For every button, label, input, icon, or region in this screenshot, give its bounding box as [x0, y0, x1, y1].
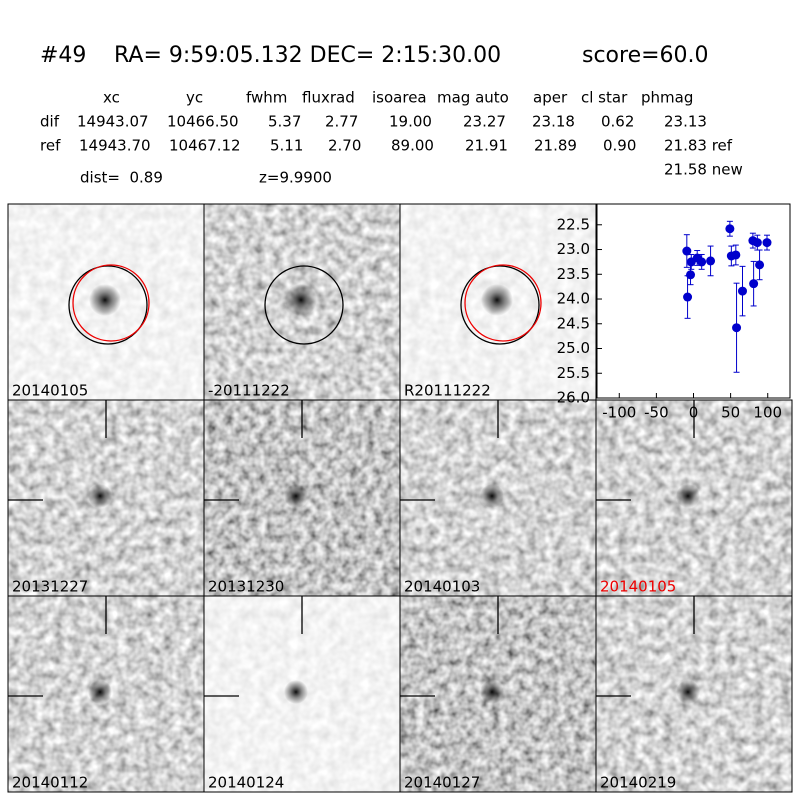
column-header: phmag: [641, 89, 693, 107]
table-cell: 0.90: [603, 137, 636, 155]
column-header: xc: [103, 89, 120, 107]
column-header: mag auto: [437, 89, 509, 107]
aperture: [68, 265, 148, 345]
aperture-ref: [72, 264, 150, 342]
x-tick-label: 0: [689, 404, 699, 422]
source: [676, 680, 700, 704]
point: [682, 246, 692, 256]
point: [749, 279, 759, 289]
point: [697, 257, 707, 267]
image-label: 20131227: [12, 578, 88, 596]
y-tick-label: 26.0: [557, 389, 590, 407]
aperture: [460, 265, 540, 345]
plot-bg: [596, 203, 791, 399]
column-header: fwhm: [246, 89, 287, 107]
table-cell: 21.89: [534, 137, 577, 155]
image-grid: 20140105 -20111222 R20111222 20131227 201312…: [7, 203, 793, 793]
point: [752, 238, 762, 248]
score: score=60.0: [582, 43, 709, 68]
image-frame: [595, 595, 793, 793]
image-label: 20140105: [600, 578, 676, 596]
image-label: 20131230: [208, 578, 284, 596]
image-label: 20140105: [12, 382, 88, 400]
candidate-id: #49: [40, 43, 86, 68]
new-mag: 21.58 new: [664, 161, 743, 179]
y-tick-label: 25.0: [557, 339, 590, 357]
image-label: 20140103: [404, 578, 480, 596]
table-cell: 14943.70: [79, 137, 151, 155]
source: [480, 484, 504, 508]
table-cell: 19.00: [389, 113, 432, 131]
source: [88, 680, 112, 704]
image-label: 20140127: [404, 774, 480, 792]
y-tick-label: 25.5: [557, 364, 590, 382]
y-tick-label: 23.5: [557, 265, 590, 283]
x-tick-label: 50: [721, 404, 740, 422]
source: [284, 484, 308, 508]
image-label: 20140219: [600, 774, 676, 792]
table-cell: ref: [40, 137, 61, 155]
source: [676, 484, 700, 508]
source: [88, 484, 112, 508]
y-tick-label: 22.5: [557, 215, 590, 233]
point: [683, 292, 693, 302]
table-cell: 14943.07: [77, 113, 149, 131]
table-cell: 2.77: [325, 113, 358, 131]
point: [732, 323, 742, 333]
table-cell: dif: [40, 113, 60, 131]
x-tick-label: -100: [602, 404, 636, 422]
table-cell: 10466.50: [167, 113, 239, 131]
point: [706, 256, 716, 266]
image-label: 20140124: [208, 774, 284, 792]
table-cell: 5.37: [268, 113, 301, 131]
table-cell: 21.91: [465, 137, 508, 155]
source: [284, 680, 308, 704]
table-cell: 21.83 ref: [664, 137, 733, 155]
source: [285, 284, 317, 316]
table-cell: 23.18: [532, 113, 575, 131]
source: [89, 284, 121, 316]
point: [737, 286, 747, 296]
column-header: yc: [186, 89, 203, 107]
table-cell: 2.70: [328, 137, 361, 155]
dist: dist= 0.89: [80, 169, 163, 187]
y-tick-label: 23.0: [557, 240, 590, 258]
source: [481, 284, 513, 316]
table-cell: 23.27: [463, 113, 506, 131]
column-header: cl star: [581, 89, 628, 107]
point: [725, 224, 735, 234]
z: z=9.9900: [259, 169, 332, 187]
column-header: fluxrad: [302, 89, 355, 107]
column-header: isoarea: [372, 89, 427, 107]
coords: RA= 9:59:05.132 DEC= 2:15:30.00: [114, 43, 501, 68]
aperture-ref: [464, 264, 542, 342]
source: [480, 680, 504, 704]
point: [755, 260, 765, 270]
column-header: aper: [533, 89, 568, 107]
point: [686, 270, 696, 280]
y-tick-label: 24.0: [557, 290, 590, 308]
y-tick-label: 24.5: [557, 314, 590, 332]
image-label: -20111222: [208, 382, 290, 400]
table-cell: 10467.12: [169, 137, 241, 155]
x-tick-label: 100: [753, 404, 782, 422]
table-cell: 23.13: [664, 113, 707, 131]
image-label: R20111222: [404, 382, 491, 400]
table-cell: 89.00: [391, 137, 434, 155]
point: [731, 250, 741, 260]
table-cell: 5.11: [270, 137, 303, 155]
image-label: 20140112: [12, 774, 88, 792]
point: [762, 238, 772, 248]
table-cell: 0.62: [601, 113, 634, 131]
x-tick-label: -50: [644, 404, 669, 422]
aperture: [264, 265, 344, 345]
